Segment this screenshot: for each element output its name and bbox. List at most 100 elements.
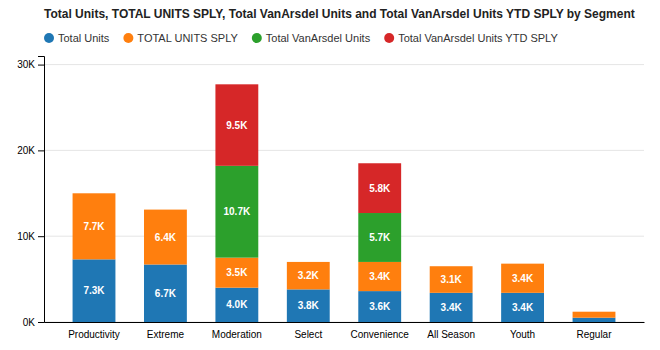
bar xyxy=(215,166,258,258)
legend-label: Total Units xyxy=(58,32,110,44)
data-label: 3.4K xyxy=(441,302,463,313)
data-label: 3.5K xyxy=(226,267,248,278)
bar xyxy=(215,288,258,322)
data-labels: 7.3K6.7K4.0K3.8K3.6K3.4K3.4K7.7K6.4K3.5K… xyxy=(83,120,533,313)
legend-label: TOTAL UNITS SPLY xyxy=(137,32,238,44)
bar xyxy=(430,266,473,267)
y-axis: 0K 10K 20K 30K xyxy=(17,57,44,328)
x-tick: Productivity xyxy=(68,329,120,340)
y-axis-line xyxy=(38,57,45,323)
bar xyxy=(358,291,401,322)
x-tick-label: Select xyxy=(294,329,322,340)
bar xyxy=(73,259,116,322)
grid xyxy=(44,65,644,322)
x-tick: Moderation xyxy=(212,329,262,340)
y-tick-label: 20K xyxy=(17,145,35,156)
x-tick-label: Convenience xyxy=(351,329,410,340)
bar xyxy=(287,261,330,262)
x-tick: Convenience xyxy=(351,329,410,340)
legend-swatch xyxy=(384,33,394,43)
y-tick-mark xyxy=(38,236,44,237)
plot: 7.3K6.7K4.0K3.8K3.6K3.4K3.4K7.7K6.4K3.5K… xyxy=(17,57,644,341)
y-tick: 10K xyxy=(17,231,44,242)
bar xyxy=(73,193,116,194)
grid-line xyxy=(44,150,644,151)
x-tick-label: Extreme xyxy=(147,329,185,340)
data-label: 3.1K xyxy=(441,274,463,285)
grid-line xyxy=(44,322,644,323)
x-tick-label: Productivity xyxy=(68,329,120,340)
y-tick-mark xyxy=(38,150,44,151)
y-tick-label: 10K xyxy=(17,231,35,242)
bar xyxy=(573,311,616,312)
bar xyxy=(287,289,330,322)
x-tick-label: All Season xyxy=(427,329,475,340)
bar xyxy=(573,312,616,318)
bar xyxy=(430,266,473,293)
data-label: 3.2K xyxy=(298,270,320,281)
x-tick-label: Youth xyxy=(510,329,535,340)
bar xyxy=(501,264,544,293)
data-label: 10.7K xyxy=(224,206,251,217)
x-tick: Youth xyxy=(510,329,535,340)
data-label: 7.7K xyxy=(83,221,105,232)
series xyxy=(215,84,401,213)
data-label: 6.7K xyxy=(155,288,177,299)
bar xyxy=(215,258,258,288)
data-label: 3.4K xyxy=(512,273,534,284)
bar xyxy=(501,293,544,322)
data-label: 3.4K xyxy=(369,271,391,282)
x-axis: Productivity Extreme Moderation Select Conve… xyxy=(45,323,645,341)
bars xyxy=(73,84,616,322)
bar xyxy=(73,193,116,194)
legend-item: TOTAL UNITS SPLY xyxy=(123,32,238,44)
x-tick: Select xyxy=(294,329,322,340)
bar xyxy=(358,163,401,213)
y-tick-mark xyxy=(38,65,44,66)
bar xyxy=(430,293,473,322)
bar xyxy=(430,266,473,267)
data-label: 3.4K xyxy=(512,302,534,313)
title: Total Units, TOTAL UNITS SPLY, Total Van… xyxy=(44,7,635,21)
bar xyxy=(287,261,330,262)
chart: Total Units, TOTAL UNITS SPLY, Total Van… xyxy=(0,0,660,350)
legend: Total Units TOTAL UNITS SPLY Total VanArsd… xyxy=(44,32,558,44)
y-tick-label: 0K xyxy=(23,317,36,328)
bar xyxy=(287,262,330,289)
bar xyxy=(358,262,401,291)
data-label: 7.3K xyxy=(83,285,105,296)
x-tick-label: Regular xyxy=(576,329,612,340)
bar xyxy=(358,213,401,262)
grid-line xyxy=(44,64,644,65)
legend-item: Total VanArsdel Units YTD SPLY xyxy=(384,32,558,44)
x-tick: All Season xyxy=(427,329,475,340)
x-axis-line xyxy=(45,322,645,323)
y-tick-mark xyxy=(38,322,44,323)
bar xyxy=(215,84,258,166)
grid-line xyxy=(44,236,644,237)
y-tick: 20K xyxy=(17,145,44,156)
x-tick: Extreme xyxy=(147,329,185,340)
data-label: 6.4K xyxy=(155,232,177,243)
series xyxy=(73,193,616,317)
legend-label: Total VanArsdel Units YTD SPLY xyxy=(398,32,558,44)
data-label: 5.7K xyxy=(369,232,391,243)
data-label: 3.6K xyxy=(369,301,391,312)
legend-item: Total VanArsdel Units xyxy=(252,32,371,44)
bar xyxy=(144,209,187,210)
legend-swatch xyxy=(123,33,133,43)
bar xyxy=(573,318,616,322)
data-label: 5.8K xyxy=(369,183,391,194)
x-tick-label: Moderation xyxy=(212,329,262,340)
bar xyxy=(73,193,116,259)
y-tick: 0K xyxy=(23,317,44,328)
legend-item: Total Units xyxy=(44,32,110,44)
x-tick: Regular xyxy=(576,329,612,340)
legend-label: Total VanArsdel Units xyxy=(266,32,371,44)
bar xyxy=(144,209,187,210)
data-label: 3.8K xyxy=(298,300,320,311)
bar xyxy=(144,210,187,265)
legend-swatch xyxy=(252,33,262,43)
bar xyxy=(573,311,616,312)
y-tick-label: 30K xyxy=(17,59,35,70)
